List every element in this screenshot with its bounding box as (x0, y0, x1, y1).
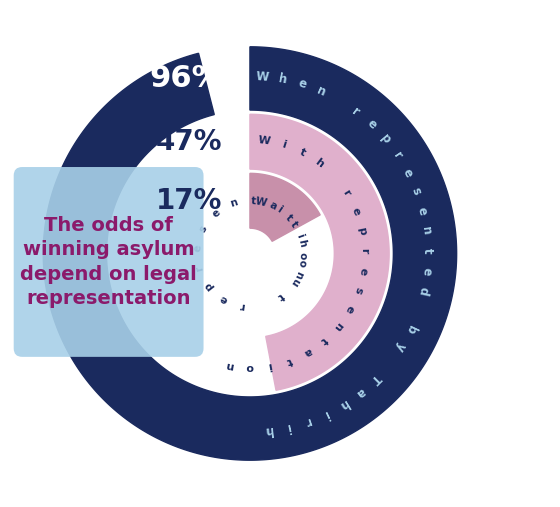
Text: h: h (337, 396, 351, 412)
Text: e: e (414, 205, 429, 216)
Polygon shape (43, 47, 456, 460)
Text: n: n (225, 360, 234, 371)
Text: p: p (202, 280, 214, 292)
Text: s: s (352, 285, 363, 295)
Text: i: i (275, 205, 284, 215)
Text: T: T (368, 371, 383, 386)
Text: e: e (400, 166, 416, 179)
Text: e: e (210, 207, 222, 219)
Text: i: i (321, 407, 330, 420)
Text: h: h (263, 423, 273, 437)
Text: r: r (239, 301, 246, 311)
Text: e: e (419, 266, 433, 276)
Text: W: W (255, 70, 269, 84)
Text: r: r (302, 414, 312, 428)
Text: n: n (332, 319, 344, 332)
Text: d: d (416, 285, 430, 297)
Text: t: t (285, 355, 293, 366)
Text: e: e (364, 117, 379, 132)
Text: n: n (228, 197, 239, 209)
Text: r: r (390, 150, 404, 161)
Text: i: i (281, 139, 287, 150)
Text: e: e (296, 77, 308, 92)
Text: h: h (296, 238, 307, 247)
Text: 17%: 17% (156, 187, 222, 215)
Text: t: t (284, 213, 295, 224)
Text: y: y (393, 340, 408, 354)
Text: b: b (403, 322, 418, 336)
Text: r: r (359, 247, 369, 254)
Text: The odds of
winning asylum
depend on legal
representation: The odds of winning asylum depend on leg… (20, 216, 197, 308)
Text: i: i (294, 232, 305, 239)
Text: t: t (298, 147, 307, 158)
Polygon shape (250, 114, 389, 390)
Text: t: t (421, 248, 433, 254)
Text: n: n (315, 84, 328, 99)
Text: e: e (192, 244, 203, 252)
Text: n: n (292, 270, 304, 280)
Text: a: a (268, 200, 278, 212)
Text: p: p (377, 132, 393, 147)
Text: t: t (276, 291, 286, 302)
Text: a: a (302, 346, 314, 358)
Text: o: o (296, 258, 307, 267)
Text: t: t (251, 196, 256, 206)
Text: s: s (198, 224, 209, 234)
Text: 96%: 96% (150, 64, 222, 93)
Text: p: p (356, 226, 367, 235)
Text: o: o (246, 363, 254, 373)
FancyBboxPatch shape (13, 167, 203, 357)
Text: r: r (340, 188, 352, 198)
Text: e: e (357, 266, 368, 275)
Text: e: e (349, 206, 362, 216)
Text: W: W (257, 135, 270, 146)
Text: W: W (254, 196, 268, 208)
Text: a: a (353, 385, 367, 400)
Text: i: i (284, 420, 291, 433)
Text: h: h (313, 157, 325, 169)
Text: t: t (319, 335, 329, 345)
Text: n: n (419, 226, 433, 236)
Text: e: e (218, 293, 229, 305)
Text: r: r (349, 104, 362, 119)
Text: r: r (194, 264, 205, 272)
Text: o: o (297, 251, 308, 259)
Text: 47%: 47% (156, 128, 222, 156)
Text: s: s (409, 186, 423, 197)
Text: u: u (288, 276, 301, 287)
Polygon shape (250, 173, 320, 241)
Text: h: h (277, 72, 288, 87)
Text: t: t (288, 219, 299, 229)
Text: e: e (343, 303, 356, 314)
Text: i: i (267, 360, 273, 371)
